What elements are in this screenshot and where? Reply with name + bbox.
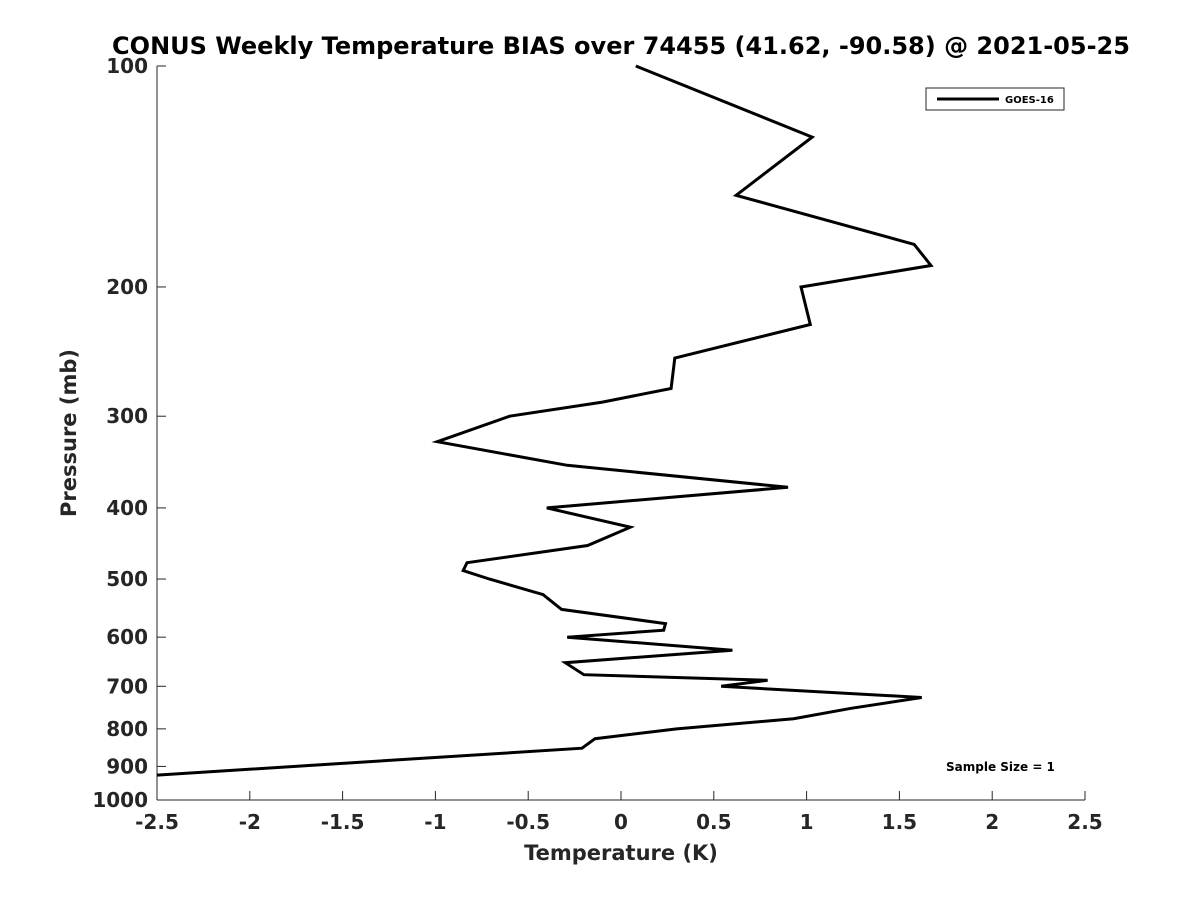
y-tick-label: 400 (106, 496, 148, 520)
legend: GOES-16 (925, 87, 1065, 111)
x-axis-label: Temperature (K) (524, 841, 718, 865)
x-tick-label: 2.5 (1067, 810, 1102, 834)
x-tick-label: -0.5 (506, 810, 550, 834)
x-tick-label: -2 (239, 810, 261, 834)
plot-area: -2.5 -2 -1.5 -1 -0.5 0 0.5 1 1.5 2 2.5 100 200 300 40… (92, 54, 1102, 834)
y-tick-label: 100 (106, 54, 148, 78)
y-tick-label: 500 (106, 567, 148, 591)
series-line-goes-16 (156, 64, 934, 777)
x-tick-label: -2.5 (135, 810, 179, 834)
x-tick-label: 1.5 (882, 810, 917, 834)
x-tick-label: -1 (424, 810, 446, 834)
legend-label: GOES-16 (1005, 95, 1054, 106)
y-tick-label: 1000 (92, 788, 148, 812)
x-tick-label: -1.5 (321, 810, 365, 834)
y-axis-ticks: 100 200 300 400 500 600 700 800 900 1000 (92, 54, 166, 812)
y-tick-label: 200 (106, 275, 148, 299)
x-tick-label: 2 (985, 810, 999, 834)
y-tick-label: 300 (106, 404, 148, 428)
y-tick-label: 800 (106, 717, 148, 741)
y-tick-label: 700 (106, 674, 148, 698)
y-tick-label: 900 (106, 754, 148, 778)
x-tick-label: 1 (800, 810, 814, 834)
chart-title: CONUS Weekly Temperature BIAS over 74455… (112, 32, 1130, 60)
x-axis-ticks: -2.5 -2 -1.5 -1 -0.5 0 0.5 1 1.5 2 2.5 (135, 791, 1103, 834)
series-layer (156, 64, 934, 777)
x-tick-label: 0.5 (696, 810, 731, 834)
y-axis-label: Pressure (mb) (57, 349, 81, 517)
sample-size-annotation: Sample Size = 1 (946, 760, 1055, 774)
x-tick-label: 0 (614, 810, 628, 834)
y-tick-label: 600 (106, 625, 148, 649)
